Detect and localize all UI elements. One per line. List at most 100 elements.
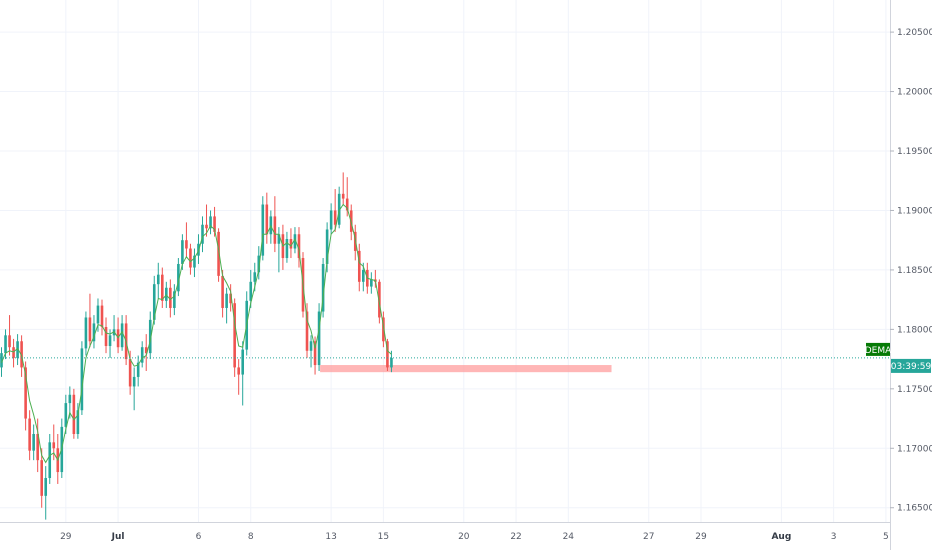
candle-body bbox=[32, 434, 35, 451]
candle-body bbox=[305, 311, 309, 351]
price-axis[interactable]: 1.20500 1.20000 1.19500 1.19000 1.18500 1.180… bbox=[890, 28, 932, 514]
time-tick-label: 15 bbox=[378, 532, 389, 542]
price-tick-label: 1.20500 bbox=[897, 28, 932, 38]
candle-body bbox=[185, 240, 188, 249]
candle bbox=[72, 388, 76, 439]
candle bbox=[313, 336, 317, 375]
support-zone-layer bbox=[320, 365, 612, 373]
candle-body bbox=[20, 341, 23, 368]
candle-body bbox=[120, 323, 124, 348]
candle bbox=[36, 418, 39, 473]
candle bbox=[84, 311, 88, 356]
price-tick-label: 1.17500 bbox=[897, 385, 932, 395]
indicator-badge[interactable]: DEMA bbox=[865, 342, 892, 356]
candle-body bbox=[285, 239, 289, 259]
candle bbox=[161, 267, 164, 308]
candle-body bbox=[225, 293, 228, 308]
time-tick-label: 29 bbox=[60, 532, 72, 542]
time-tick-label: 6 bbox=[196, 532, 202, 542]
candle bbox=[28, 410, 31, 461]
candle-body bbox=[321, 263, 325, 312]
candle bbox=[177, 258, 180, 297]
candle-body bbox=[68, 394, 72, 404]
bar-countdown: 03:39:59 bbox=[891, 362, 932, 372]
candle bbox=[156, 262, 160, 299]
candle bbox=[221, 269, 224, 318]
candle-body bbox=[12, 347, 15, 358]
candle bbox=[76, 403, 80, 439]
candle-body bbox=[386, 341, 389, 368]
candle-body bbox=[173, 291, 176, 308]
candle-body bbox=[293, 234, 297, 249]
candle bbox=[189, 243, 192, 275]
price-tick-label: 1.19500 bbox=[897, 147, 932, 157]
candle bbox=[390, 350, 393, 373]
candle bbox=[382, 311, 385, 348]
candle bbox=[333, 189, 337, 232]
candle bbox=[305, 303, 309, 358]
candle-body bbox=[345, 198, 349, 211]
candle-body bbox=[36, 434, 39, 461]
candle bbox=[341, 172, 345, 205]
candle-body bbox=[201, 224, 204, 244]
candle bbox=[92, 315, 96, 349]
candle-body bbox=[177, 263, 180, 292]
candle bbox=[140, 341, 144, 368]
time-tick-label: 22 bbox=[510, 532, 521, 542]
candle-body bbox=[309, 341, 313, 351]
candle-body bbox=[357, 250, 361, 282]
candle bbox=[205, 204, 208, 237]
candle bbox=[32, 424, 35, 461]
candle bbox=[209, 210, 212, 235]
candle bbox=[132, 367, 136, 411]
candle-body bbox=[84, 317, 88, 349]
candle bbox=[337, 186, 341, 229]
candle bbox=[8, 315, 11, 356]
candle-body bbox=[16, 341, 19, 358]
candle-body bbox=[313, 341, 317, 366]
candle-body bbox=[390, 357, 393, 368]
candle bbox=[16, 334, 19, 366]
candle bbox=[329, 203, 333, 235]
candle-body bbox=[261, 204, 265, 256]
candle-body bbox=[148, 319, 152, 354]
candle-body bbox=[80, 348, 84, 411]
candle bbox=[148, 311, 152, 360]
candle bbox=[88, 293, 92, 348]
candle-body bbox=[337, 193, 341, 225]
candle bbox=[52, 424, 56, 461]
candle bbox=[185, 222, 188, 259]
price-tick-label: 1.19000 bbox=[897, 206, 932, 216]
candle bbox=[289, 228, 293, 259]
candle-body bbox=[229, 293, 232, 304]
candle bbox=[321, 258, 325, 318]
last-price-badge[interactable]: 03:39:59 bbox=[891, 358, 932, 373]
candle-body bbox=[161, 274, 164, 301]
candle bbox=[112, 315, 116, 342]
time-tick-label: 20 bbox=[458, 532, 470, 542]
candle bbox=[317, 303, 321, 371]
time-tick-label: 8 bbox=[248, 532, 254, 542]
candle-body bbox=[44, 478, 48, 496]
candle bbox=[281, 224, 285, 270]
candle bbox=[285, 231, 289, 263]
candle-body bbox=[378, 281, 381, 318]
candle bbox=[217, 228, 220, 282]
support-zone[interactable] bbox=[320, 365, 612, 373]
grid-lines bbox=[0, 0, 890, 522]
price-tick-label: 1.20000 bbox=[897, 88, 932, 98]
price-tick-label: 1.18500 bbox=[897, 266, 932, 276]
candle-body bbox=[104, 326, 108, 347]
price-tick-label: 1.17000 bbox=[897, 444, 932, 454]
candle-body bbox=[76, 410, 80, 435]
candle-body bbox=[108, 335, 112, 347]
candle-body bbox=[136, 362, 140, 377]
candle-body bbox=[273, 216, 277, 244]
candle-body bbox=[277, 234, 281, 244]
candle-body bbox=[209, 216, 212, 229]
time-axis[interactable]: 29 Jul 6 8 13 15 20 22 24 27 29 Aug 3 5 bbox=[60, 532, 889, 542]
candle-body bbox=[297, 234, 301, 259]
candle bbox=[273, 196, 277, 253]
candle bbox=[173, 284, 176, 316]
